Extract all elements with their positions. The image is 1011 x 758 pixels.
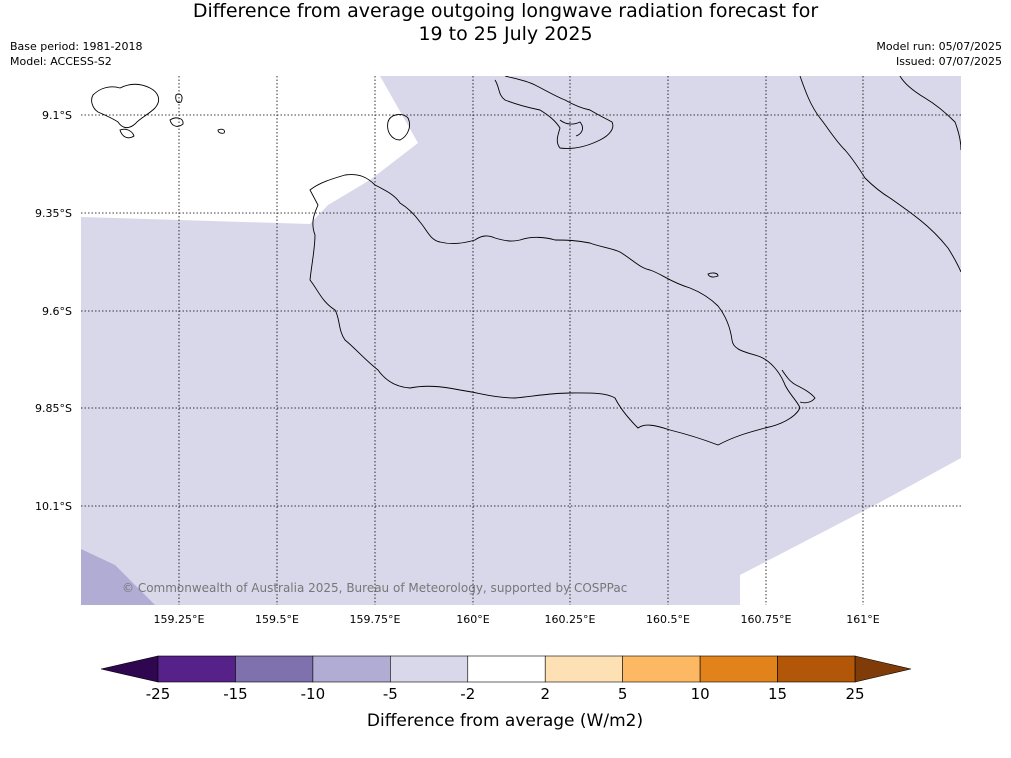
lon-labels: 159.25°E 159.5°E 159.75°E 160°E 160.25°E… xyxy=(154,613,880,626)
colorbar-segment xyxy=(700,656,777,682)
colorbar-tick-label: -2 xyxy=(460,685,475,703)
lon-label-159.75: 159.75°E xyxy=(350,613,401,626)
colorbar-tick-label: -10 xyxy=(301,685,326,703)
lon-label-161: 161°E xyxy=(846,613,879,626)
copyright-text: © Commonwealth of Australia 2025, Bureau… xyxy=(122,581,627,595)
colorbar-tick-label: 2 xyxy=(540,685,550,703)
colorbar-tick-label: 25 xyxy=(845,685,864,703)
lon-label-160.25: 160.25°E xyxy=(545,613,596,626)
lon-label-160: 160°E xyxy=(456,613,489,626)
lat-label-9.6: 9.6°S xyxy=(42,305,72,318)
colorbar-segment xyxy=(778,656,855,682)
colorbar-under-arrow xyxy=(101,656,158,682)
colorbar-segment xyxy=(235,656,312,682)
lat-label-10.1: 10.1°S xyxy=(35,500,72,513)
lat-label-9.85: 9.85°S xyxy=(35,402,72,415)
colorbar: -25 -15 -10 -5 -2 2 5 10 15 25 Difference from av… xyxy=(101,656,911,731)
colorbar-title: Difference from average (W/m2) xyxy=(367,711,643,731)
lon-label-160.5: 160.5°E xyxy=(646,613,690,626)
lon-label-159.25: 159.25°E xyxy=(154,613,205,626)
map-figure: © Commonwealth of Australia 2025, Bureau… xyxy=(0,0,1011,758)
colorbar-tick-label: -5 xyxy=(383,685,398,703)
colorbar-tick-labels: -25 -15 -10 -5 -2 2 5 10 15 25 xyxy=(146,685,865,703)
colorbar-tick-label: 15 xyxy=(768,685,787,703)
colorbar-tick-label: -15 xyxy=(223,685,248,703)
colorbar-segment xyxy=(313,656,390,682)
colorbar-segment xyxy=(158,656,235,682)
colorbar-segment xyxy=(468,656,545,682)
lat-label-9.1: 9.1°S xyxy=(42,109,72,122)
colorbar-segments xyxy=(158,656,855,682)
lon-label-159.5: 159.5°E xyxy=(255,613,299,626)
colorbar-tick-label: -25 xyxy=(146,685,171,703)
colorbar-tick-label: 10 xyxy=(691,685,710,703)
map-panel: © Commonwealth of Australia 2025, Bureau… xyxy=(81,76,961,605)
colorbar-over-arrow xyxy=(855,656,911,682)
lon-label-160.75: 160.75°E xyxy=(741,613,792,626)
colorbar-segment xyxy=(623,656,700,682)
colorbar-segment xyxy=(545,656,622,682)
colorbar-tick-label: 5 xyxy=(618,685,628,703)
lat-labels: 9.1°S 9.35°S 9.6°S 9.85°S 10.1°S xyxy=(35,109,72,513)
colorbar-segment xyxy=(390,656,467,682)
lat-label-9.35: 9.35°S xyxy=(35,207,72,220)
